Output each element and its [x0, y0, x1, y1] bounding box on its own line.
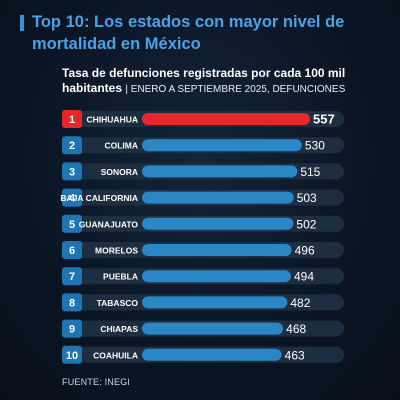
data-label: 482 — [290, 296, 310, 310]
subtitle-detail: | ENERO A SEPTIEMBRE 2025, DEFUNCIONES — [125, 84, 346, 95]
rank-label: 1 — [69, 114, 75, 126]
rank-label: 8 — [69, 297, 75, 309]
chart-title: Top 10: Los estados con mayor nivel de m… — [32, 13, 345, 53]
data-label: 468 — [286, 322, 306, 336]
rank-label: 10 — [66, 350, 78, 362]
data-label: 502 — [296, 217, 316, 231]
category-label: COAHUILA — [93, 350, 138, 360]
rank-badge — [62, 214, 82, 233]
chart-subtitle: Tasa de defunciones registradas por cada… — [62, 66, 382, 97]
rank-badge — [62, 241, 82, 259]
category-label: SONORA — [101, 167, 138, 177]
bar — [142, 139, 302, 152]
data-label: 557 — [313, 112, 335, 127]
bar — [142, 322, 284, 335]
category-label: CHIAPAS — [100, 324, 138, 334]
category-label: TABASCO — [97, 298, 139, 308]
rank-label: 3 — [69, 166, 75, 178]
category-label: COLIMA — [104, 141, 138, 151]
rank-badge — [62, 319, 82, 338]
category-label: GUANAJUATO — [79, 219, 139, 229]
rank-badge — [62, 162, 82, 181]
rank-label: 4 — [69, 193, 76, 205]
rank-label: 9 — [69, 324, 75, 336]
data-label: 503 — [297, 191, 317, 205]
rank-badge — [62, 293, 82, 312]
rank-badge — [62, 110, 82, 128]
data-label: 494 — [294, 270, 314, 284]
data-label: 463 — [285, 348, 305, 362]
rank-badge — [62, 345, 82, 364]
category-label: BAJA CALIFORNIA — [60, 193, 138, 203]
category-label: MORELOS — [95, 246, 138, 256]
bar — [142, 191, 294, 204]
rank-label: 7 — [69, 271, 75, 283]
bar — [142, 113, 310, 125]
category-label: PUEBLA — [103, 272, 138, 282]
rank-label: 6 — [69, 245, 75, 257]
data-label: 530 — [305, 139, 325, 153]
data-label: 496 — [295, 244, 315, 258]
title-accent-bar — [20, 15, 24, 31]
source-note: FUENTE: INEGI — [62, 377, 131, 387]
bar — [142, 165, 298, 178]
bar — [142, 348, 282, 361]
subtitle-main: Tasa de defunciones registradas por cada… — [62, 66, 346, 95]
rank-label: 5 — [69, 219, 75, 231]
rank-badge — [62, 136, 82, 155]
bar — [142, 244, 292, 256]
rank-badge — [62, 188, 82, 207]
data-label: 515 — [300, 165, 320, 179]
rank-label: 2 — [69, 140, 75, 152]
rank-badge — [62, 267, 82, 286]
category-label: CHIHUAHUA — [87, 115, 138, 125]
bar — [142, 217, 294, 230]
bar — [142, 270, 291, 283]
bar — [142, 296, 288, 309]
